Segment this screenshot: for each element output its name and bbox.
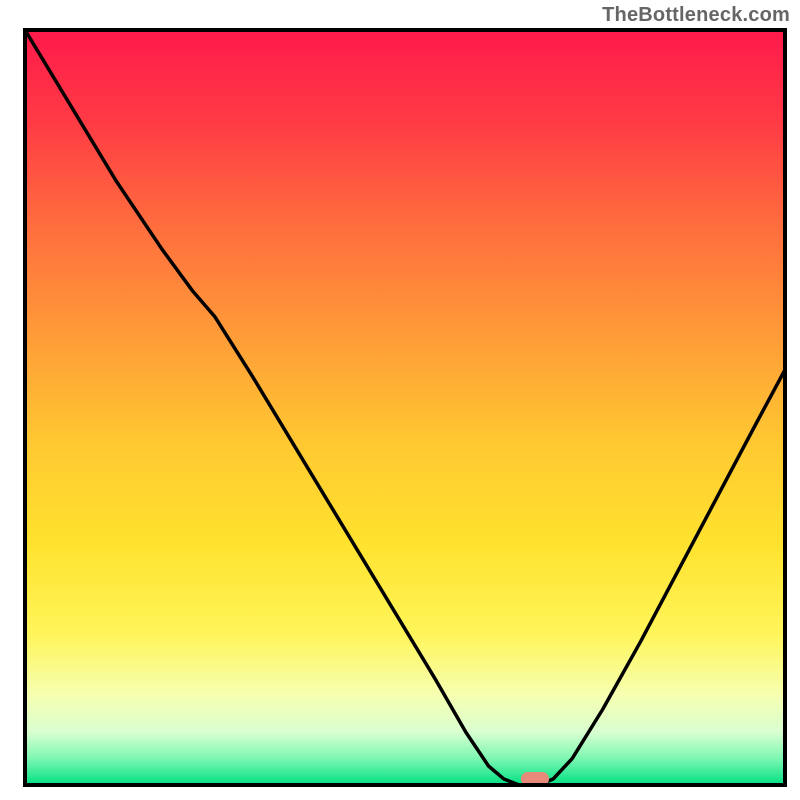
chart-container: { "source_watermark": "TheBottleneck.com… bbox=[0, 0, 800, 800]
bottleneck-chart bbox=[0, 0, 800, 800]
source-watermark: TheBottleneck.com bbox=[602, 4, 790, 27]
